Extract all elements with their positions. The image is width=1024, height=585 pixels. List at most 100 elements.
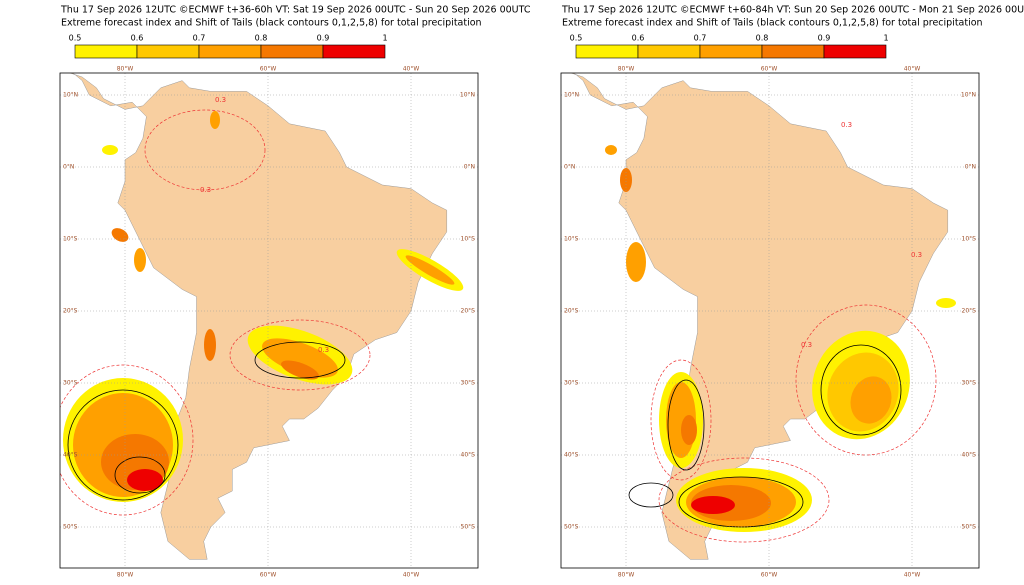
lon-label: 40°W [904, 572, 921, 579]
colorbar-swatch [74, 44, 138, 59]
colorbar-tick-label: 0.9 [317, 34, 330, 43]
colorbar-tick-label: 1 [883, 34, 888, 43]
land [570, 73, 949, 560]
contour-03 [795, 304, 937, 456]
efi-area [936, 298, 956, 308]
lat-label: 20°S [564, 308, 579, 315]
efi-area [405, 255, 455, 285]
contour-label: 0.3 [841, 121, 852, 129]
efi-area [210, 111, 220, 129]
efi-area [626, 242, 646, 282]
lat-label: 40°S [962, 452, 977, 459]
map-panel: Thu 17 Sep 2026 12UTC ©ECMWF t+60-84h VT… [560, 5, 1024, 579]
colorbar-tick-label: 0.7 [193, 34, 206, 43]
efi-area [111, 228, 129, 242]
lat-label: 50°S [564, 524, 579, 531]
lat-label: 40°S [461, 452, 476, 459]
efi-area [620, 168, 632, 192]
efi-area [281, 360, 319, 380]
sot-contour [67, 389, 179, 501]
efi-area [850, 376, 892, 424]
colorbar-swatch [198, 44, 262, 59]
lon-label: 60°W [761, 66, 778, 73]
sot-contour [254, 341, 346, 379]
colorbar-tick-label: 0.5 [69, 34, 82, 43]
contour-label: 0.3 [200, 186, 211, 194]
lon-label: 60°W [260, 572, 277, 579]
efi-area [262, 338, 338, 378]
contour-label: 0.3 [318, 346, 329, 354]
efi-area [102, 145, 118, 155]
colorbar-swatch [260, 44, 324, 59]
sot-contour [820, 344, 902, 436]
lat-label: 10°N [63, 92, 78, 99]
colorbar-tick-label: 0.7 [694, 34, 707, 43]
colorbar-tick-label: 1 [382, 34, 387, 43]
efi-area [127, 469, 163, 491]
map [60, 73, 478, 568]
lat-label: 0°N [464, 164, 475, 171]
colorbar-swatch [761, 44, 825, 59]
contour-03 [650, 359, 712, 481]
colorbar-swatch [136, 44, 200, 59]
land [69, 73, 448, 560]
lat-label: 10°N [460, 92, 475, 99]
lat-label: 20°S [962, 308, 977, 315]
contour-03 [144, 109, 266, 191]
efi-area [691, 496, 735, 514]
sot-contour [114, 456, 166, 494]
lat-label: 50°S [63, 524, 78, 531]
colorbar-tick-label: 0.6 [632, 34, 645, 43]
efi-area [134, 248, 146, 272]
lat-label: 30°S [962, 380, 977, 387]
lon-label: 40°W [904, 66, 921, 73]
lon-label: 80°W [618, 572, 635, 579]
lat-label: 30°S [461, 380, 476, 387]
contour-label: 0.3 [911, 251, 922, 259]
map-frame [560, 72, 980, 569]
colorbar-swatch [637, 44, 701, 59]
contour-label: 0.3 [215, 96, 226, 104]
lat-label: 10°S [461, 236, 476, 243]
colorbar-swatch [823, 44, 887, 59]
header-line-1: Thu 17 Sep 2026 12UTC ©ECMWF t+60-84h VT… [561, 5, 1024, 16]
lat-label: 50°S [461, 524, 476, 531]
contour-label: 0.3 [801, 341, 812, 349]
header-line-2: Extreme forecast index and Shift of Tail… [562, 18, 983, 29]
lon-label: 80°W [618, 66, 635, 73]
lon-label: 80°W [117, 66, 134, 73]
colorbar-tick-label: 0.8 [756, 34, 769, 43]
lon-label: 40°W [403, 66, 420, 73]
map [561, 73, 979, 568]
map-panel: Thu 17 Sep 2026 12UTC ©ECMWF t+36-60h VT… [59, 5, 531, 579]
colorbar-tick-label: 0.9 [818, 34, 831, 43]
map-frame [59, 72, 479, 569]
efi-area [605, 145, 617, 155]
lat-label: 40°S [564, 452, 579, 459]
lon-label: 60°W [761, 572, 778, 579]
contour-03 [229, 319, 371, 391]
contour-03 [60, 364, 194, 516]
lat-label: 10°N [564, 92, 579, 99]
colorbar-swatch [699, 44, 763, 59]
header-line-2: Extreme forecast index and Shift of Tail… [61, 18, 482, 29]
efi-area [204, 329, 216, 361]
colorbar-tick-label: 0.5 [570, 34, 583, 43]
sot-contour [667, 379, 705, 471]
lon-label: 80°W [117, 572, 134, 579]
lat-label: 10°S [962, 236, 977, 243]
colorbar-swatch [575, 44, 639, 59]
lat-label: 0°N [965, 164, 976, 171]
efi-area [681, 415, 697, 445]
lat-label: 20°S [63, 308, 78, 315]
lat-label: 0°N [564, 164, 575, 171]
lat-label: 40°S [63, 452, 78, 459]
lat-label: 30°S [564, 380, 579, 387]
header-line-1: Thu 17 Sep 2026 12UTC ©ECMWF t+36-60h VT… [60, 5, 531, 16]
lat-label: 50°S [962, 524, 977, 531]
lat-label: 0°N [63, 164, 74, 171]
colorbar-swatch [322, 44, 386, 59]
sot-contour [628, 482, 674, 508]
